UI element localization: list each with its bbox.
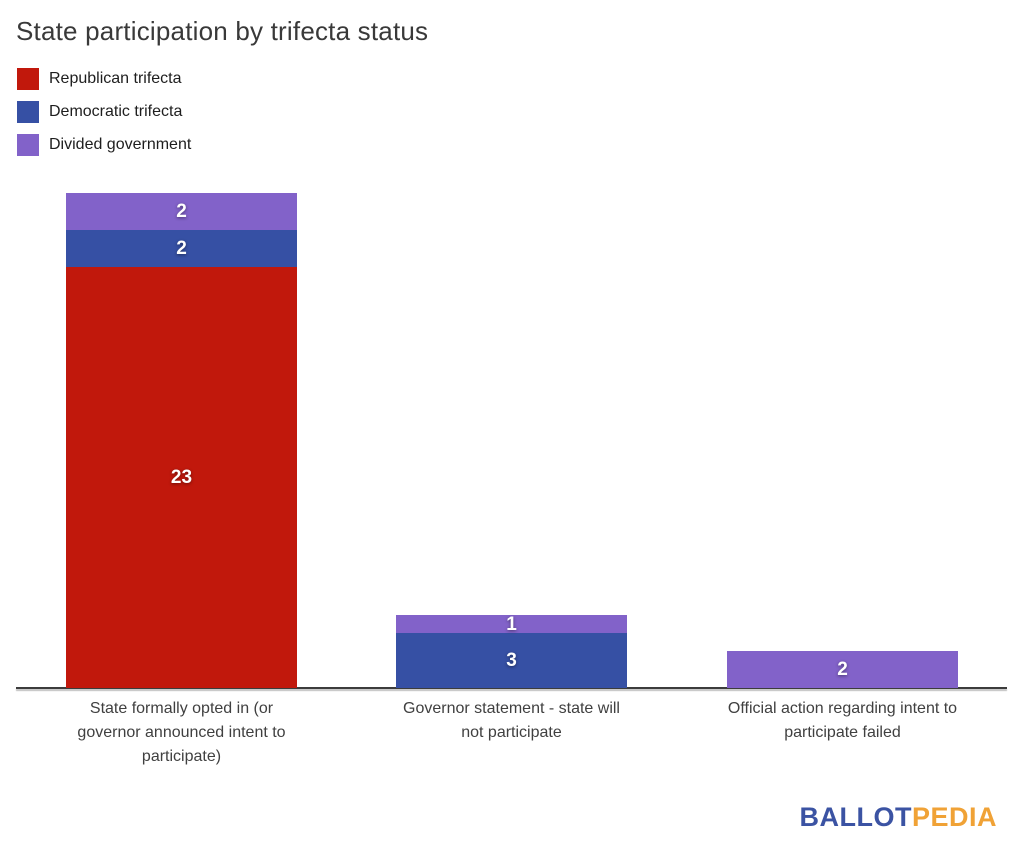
legend-swatch-icon — [17, 101, 39, 123]
bar-segment-value: 23 — [170, 467, 193, 488]
legend-label: Divided government — [49, 136, 192, 153]
legend-label: Democratic trifecta — [49, 103, 183, 120]
legend-item-3: Divided government — [17, 134, 191, 156]
bar-segment: 1 — [396, 613, 627, 635]
x-axis-line — [16, 687, 1007, 689]
bar-segment-value: 2 — [176, 238, 187, 259]
logo-text-pedia: PEDIA — [911, 802, 997, 832]
bar-segment: 2 — [66, 230, 297, 267]
bar-segment-value: 2 — [837, 659, 848, 680]
bar-segment-value: 1 — [506, 613, 517, 635]
x-axis-category-label: Governor statement - state will not part… — [403, 700, 620, 741]
bar-segment-value: 2 — [176, 201, 187, 222]
logo-text-ballot: BALLOT — [799, 802, 912, 832]
legend-swatch-icon — [17, 68, 39, 90]
x-axis-category-label: State formally opted in (or governor ann… — [77, 700, 286, 765]
bar-segment: 2 — [727, 651, 958, 688]
legend-label: Republican trifecta — [49, 70, 182, 87]
bar-segment: 23 — [66, 267, 297, 688]
bar-segment: 3 — [396, 633, 627, 688]
ballotpedia-logo: BALLOTPEDIA — [799, 802, 997, 833]
legend-item-1: Republican trifecta — [17, 68, 191, 90]
bar-segment: 2 — [66, 193, 297, 230]
chart-title: State participation by trifecta status — [16, 16, 429, 46]
bar-segment-value: 3 — [506, 650, 517, 671]
legend: Republican trifecta Democratic trifecta Di… — [17, 68, 191, 167]
legend-swatch-icon — [17, 134, 39, 156]
x-axis-category-label: Official action regarding intent to part… — [727, 700, 958, 741]
legend-item-2: Democratic trifecta — [17, 101, 191, 123]
